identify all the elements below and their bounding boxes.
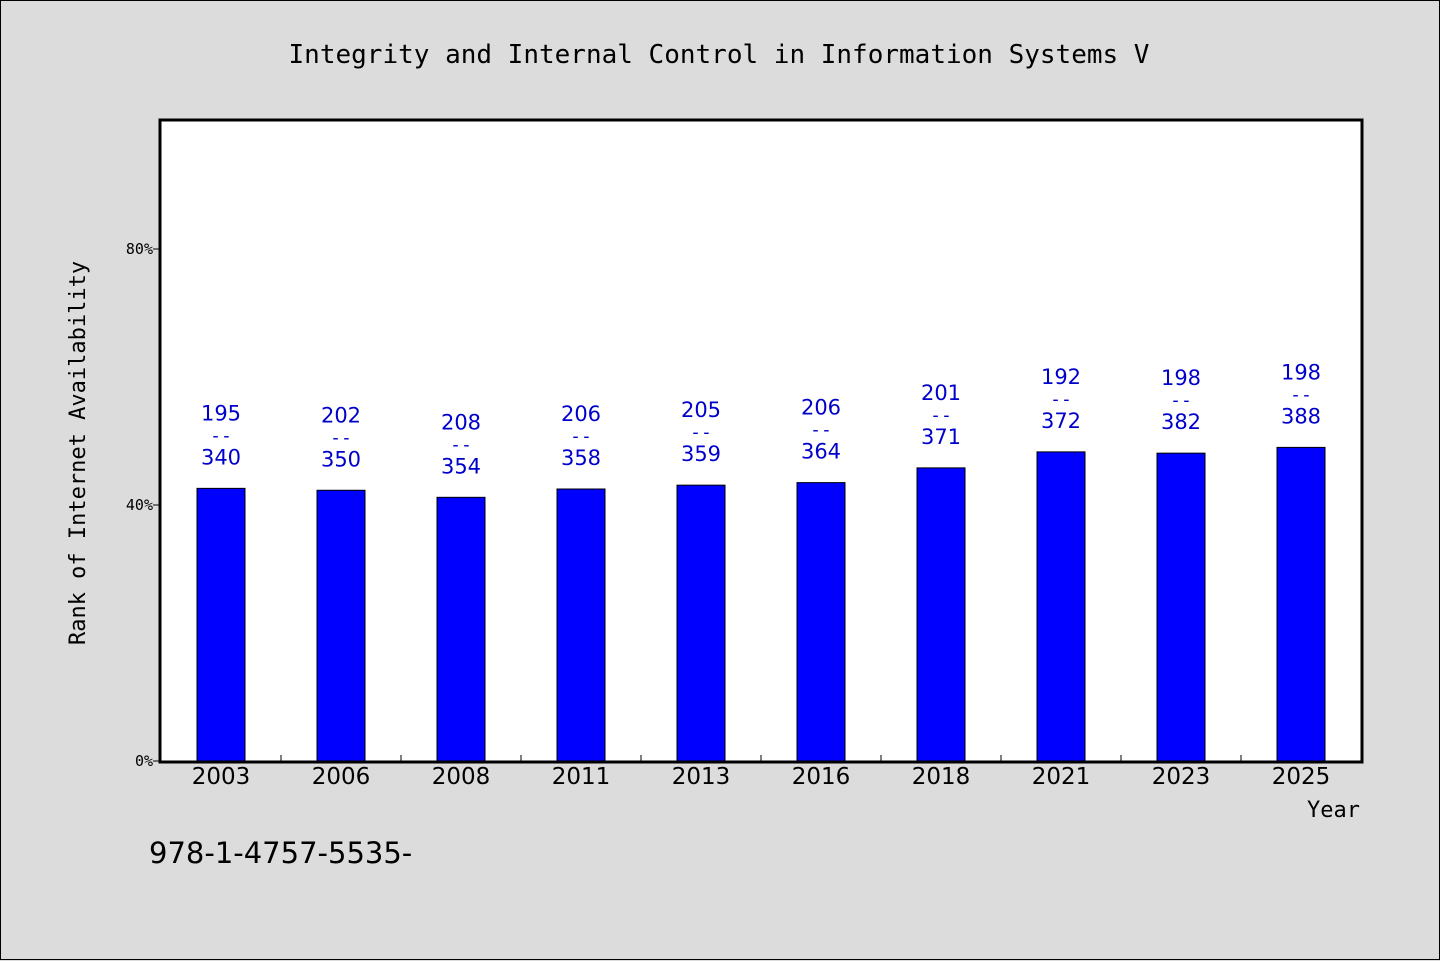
x-tick-label: 2018 <box>912 764 971 790</box>
x-tick-label: 2025 <box>1272 764 1331 790</box>
x-tick-label: 2013 <box>672 764 731 790</box>
data-label-bottom: 350 <box>321 447 361 471</box>
data-label-bottom: 359 <box>681 442 721 466</box>
data-label-top: 198 <box>1281 360 1321 384</box>
data-label-separator: -- <box>810 420 832 441</box>
bar-2025 <box>1276 446 1326 762</box>
data-label-bottom: 354 <box>441 454 481 478</box>
x-tick-label: 2003 <box>192 764 251 790</box>
data-label-top: 195 <box>201 401 241 425</box>
data-label-separator: -- <box>570 426 592 447</box>
bar-2003 <box>196 487 246 762</box>
x-axis-ticks: 2003 2006 2008 2011 2013 2016 2018 2021 2023 2025 <box>192 755 1331 790</box>
y-tick-label: 40% <box>126 496 153 514</box>
bar-2016 <box>796 482 846 762</box>
data-label-separator: -- <box>210 425 232 446</box>
x-tick-label: 2021 <box>1032 764 1091 790</box>
data-label-bottom: 358 <box>561 446 601 470</box>
footer-isbn-text: 978-1-4757-5535- <box>149 836 412 870</box>
x-tick-label: 2006 <box>312 764 371 790</box>
data-label-top: 206 <box>801 396 841 420</box>
data-label-top: 208 <box>441 410 481 434</box>
bar-2023 <box>1156 452 1206 762</box>
bar-2008 <box>436 496 486 762</box>
data-label-bottom: 372 <box>1041 409 1081 433</box>
bar-2021 <box>1036 451 1086 762</box>
data-label-top: 192 <box>1041 365 1081 389</box>
data-label-bottom: 364 <box>801 440 841 464</box>
data-label-top: 201 <box>921 381 961 405</box>
data-label-bottom: 340 <box>201 445 241 469</box>
bar-2013 <box>676 484 726 762</box>
bars-group <box>196 446 1326 762</box>
data-label-bottom: 382 <box>1161 410 1201 434</box>
y-axis-ticks: 0% 40% 80% <box>126 240 161 770</box>
bar-2006 <box>316 489 366 762</box>
data-label-bottom: 371 <box>921 425 961 449</box>
data-label-separator: -- <box>930 405 952 426</box>
y-axis-label: Rank of Internet Availability <box>66 261 91 645</box>
data-label-separator: -- <box>1050 389 1072 410</box>
bar-2011 <box>556 488 606 762</box>
data-label-top: 198 <box>1161 366 1201 390</box>
x-tick-label: 2011 <box>552 764 611 790</box>
data-label-top: 205 <box>681 398 721 422</box>
data-label-separator: -- <box>1170 390 1192 411</box>
y-tick-label: 0% <box>135 752 153 770</box>
data-label-separator: -- <box>330 427 352 448</box>
x-tick-label: 2008 <box>432 764 491 790</box>
data-label-bottom: 388 <box>1281 404 1321 428</box>
data-label-separator: -- <box>690 422 712 443</box>
bar-2018 <box>916 467 966 762</box>
x-tick-label: 2023 <box>1152 764 1211 790</box>
x-tick-label: 2016 <box>792 764 851 790</box>
data-labels-group: 195--340202--350208--354206--358205--359… <box>201 360 1321 478</box>
data-label-top: 206 <box>561 402 601 426</box>
data-label-top: 202 <box>321 403 361 427</box>
data-label-separator: -- <box>450 434 472 455</box>
x-axis-label: Year <box>1307 798 1360 823</box>
chart-title: Integrity and Internal Control in Inform… <box>289 40 1150 70</box>
data-label-separator: -- <box>1290 384 1312 405</box>
y-tick-label: 80% <box>126 240 153 258</box>
